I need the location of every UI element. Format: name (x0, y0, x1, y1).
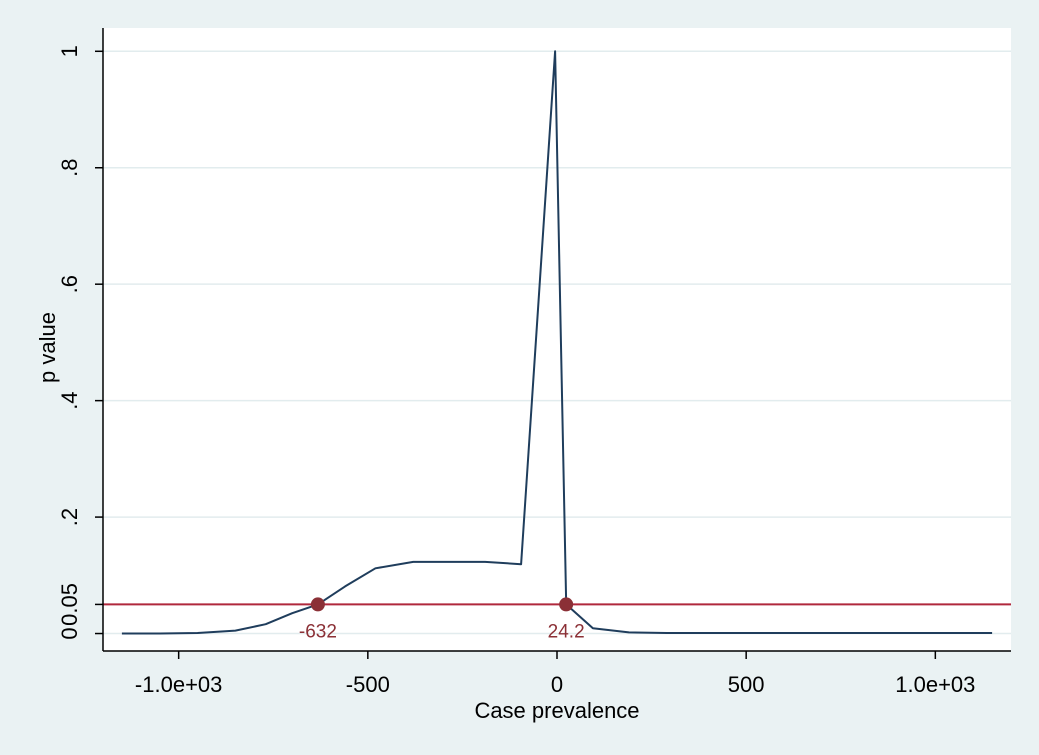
y-axis-title: p value (35, 312, 60, 383)
gridlines (103, 50, 1011, 635)
y-tick-label: 1 (57, 45, 82, 57)
x-tick-label: -500 (346, 672, 390, 697)
markers-group: -632 24.2 (299, 597, 585, 642)
x-tick-label: 1.0e+03 (895, 672, 975, 697)
marker-point (559, 597, 574, 612)
x-tick-label: 500 (728, 672, 765, 697)
y-tick-label: 0 (57, 627, 82, 639)
marker-label: -632 (299, 621, 337, 642)
y-tick-label: 0.05 (57, 583, 82, 626)
y-tick-label: .8 (57, 159, 82, 177)
marker-label: 24.2 (548, 621, 585, 642)
series-line (121, 50, 993, 635)
x-tick-label: -1.0e+03 (135, 672, 222, 697)
y-tick-label: .6 (57, 275, 82, 293)
series-group (121, 50, 993, 635)
marker-point (310, 597, 325, 612)
x-tick-label: 0 (551, 672, 563, 697)
x-axis-title: Case prevalence (474, 698, 639, 723)
y-tick-label: .4 (57, 391, 82, 409)
y-tick-label: .2 (57, 508, 82, 526)
